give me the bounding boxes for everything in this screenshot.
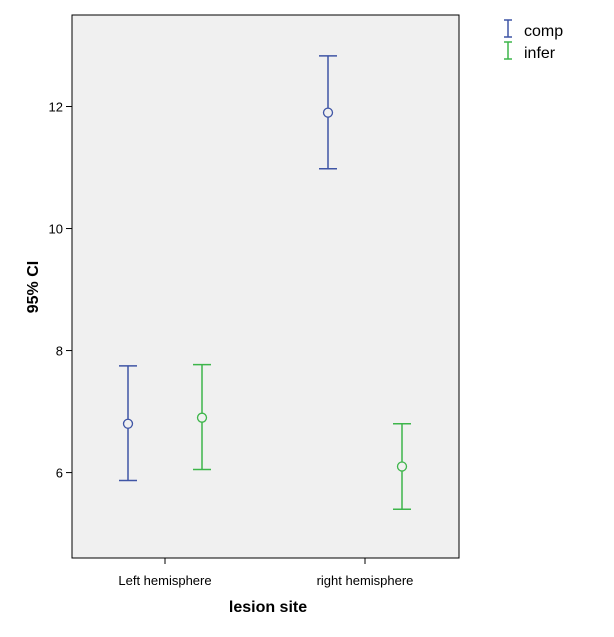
- mean-marker: [396, 461, 408, 472]
- error-bar-infer: [393, 423, 411, 510]
- y-tick-label: 6: [56, 466, 63, 481]
- error-bar-infer: [193, 363, 211, 471]
- y-tick-label: 8: [56, 344, 63, 359]
- legend-item-comp: comp: [504, 19, 563, 40]
- y-tick-label: 12: [49, 100, 63, 115]
- legend-label: infer: [524, 45, 556, 62]
- x-axis: Left hemisphere right hemisphere: [118, 558, 413, 588]
- mean-marker: [122, 418, 134, 429]
- x-axis-title: lesion site: [229, 599, 307, 616]
- error-bar-comp: [119, 365, 137, 482]
- mean-marker: [196, 412, 208, 423]
- legend: comp infer: [504, 19, 563, 62]
- y-axis: 6 8 10 12: [49, 100, 72, 481]
- mean-marker: [322, 107, 334, 118]
- y-tick-label: 10: [49, 222, 63, 237]
- error-bar-comp: [319, 55, 337, 170]
- legend-label: comp: [524, 23, 563, 40]
- x-tick-label: right hemisphere: [317, 573, 414, 588]
- error-bars: [119, 55, 411, 510]
- x-tick-label: Left hemisphere: [118, 573, 211, 588]
- legend-item-infer: infer: [504, 41, 556, 62]
- plot-area: [71, 14, 460, 559]
- y-axis-title: 95% CI: [25, 261, 42, 313]
